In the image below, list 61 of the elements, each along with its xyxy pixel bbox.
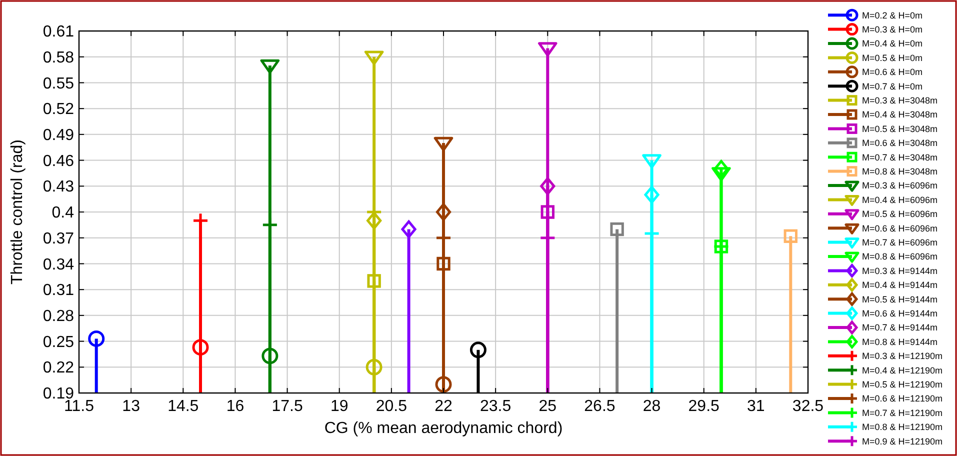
legend-label: M=0.8 & H=6096m (862, 252, 938, 262)
y-tick-label: 0.49 (42, 127, 74, 144)
x-axis-title: CG (% mean aerodynamic chord) (324, 420, 563, 437)
legend-label: M=0.3 & H=12190m (862, 351, 943, 362)
legend-label: M=0.9 & H=12190m (862, 436, 943, 446)
legend-label: M=0.5 & H=12190m (862, 379, 943, 390)
legend-label: M=0.5 & H=0m (862, 52, 923, 63)
legend-label: M=0.5 & H=9144m (862, 294, 938, 304)
legend-label: M=0.6 & H=9144m (862, 308, 938, 318)
legend-label: M=0.3 & H=0m (862, 24, 923, 34)
x-tick-label: 22 (434, 398, 452, 415)
y-tick-label: 0.37 (42, 230, 74, 248)
x-tick-label: 13 (122, 398, 140, 415)
y-axis-title: Throttle control (rad) (9, 140, 26, 284)
x-tick-label: 16 (226, 398, 244, 415)
y-tick-label: 0.34 (42, 256, 74, 274)
y-tick-label: 0.52 (42, 101, 74, 118)
y-tick-label: 0.46 (42, 152, 74, 170)
legend-label: M=0.3 & H=9144m (862, 266, 938, 276)
x-tick-label: 25 (538, 398, 557, 415)
y-tick-label: 0.61 (42, 24, 74, 41)
x-tick-label: 20.5 (376, 398, 408, 415)
x-tick-label: 32.5 (792, 398, 824, 415)
legend-label: M=0.4 & H=0m (862, 38, 923, 49)
legend-label: M=0.4 & H=3048m (862, 110, 938, 120)
legend-label: M=0.6 & H=0m (862, 67, 923, 78)
legend-label: M=0.3 & H=3048m (862, 95, 938, 106)
y-tick-label: 0.55 (42, 75, 74, 92)
y-tick-label: 0.28 (42, 308, 74, 326)
legend-label: M=0.3 & H=6096m (862, 180, 938, 191)
x-tick-label: 17.5 (272, 398, 303, 415)
y-tick-label: 0.58 (42, 49, 74, 66)
legend-label: M=0.8 & H=12190m (862, 422, 943, 432)
y-tick-label: 0.43 (42, 178, 74, 196)
x-tick-label: 29.5 (688, 398, 720, 415)
y-tick-label: 0.31 (42, 282, 74, 300)
y-tick-label: 0.22 (42, 360, 74, 377)
legend-label: M=0.6 & H=3048m (862, 138, 938, 148)
legend-label: M=0.7 & H=0m (862, 81, 923, 92)
legend-label: M=0.5 & H=6096m (862, 209, 938, 220)
legend-label: M=0.7 & H=6096m (862, 237, 938, 248)
x-tick-label: 19 (330, 398, 348, 415)
x-tick-label: 26.5 (584, 398, 616, 415)
legend-label: M=0.4 & H=9144m (862, 280, 938, 290)
x-tick-label: 31 (747, 398, 765, 415)
legend-label: M=0.8 & H=9144m (862, 336, 938, 347)
legend-label: M=0.6 & H=6096m (862, 223, 938, 234)
legend-label: M=0.6 & H=12190m (862, 394, 943, 404)
x-tick-label: 14.5 (168, 398, 199, 415)
y-tick-label: 0.4 (52, 204, 74, 222)
legend-label: M=0.2 & H=0m (862, 10, 923, 20)
legend-label: M=0.4 & H=12190m (862, 365, 943, 376)
legend-label: M=0.7 & H=9144m (862, 322, 938, 333)
legend-label: M=0.4 & H=6096m (862, 194, 938, 205)
legend-label: M=0.8 & H=3048m (862, 166, 938, 176)
y-tick-label: 0.25 (42, 334, 74, 351)
legend-label: M=0.7 & H=12190m (862, 408, 943, 418)
x-tick-label: 28 (642, 398, 661, 415)
legend-label: M=0.7 & H=3048m (862, 152, 938, 162)
legend-label: M=0.5 & H=3048m (862, 124, 938, 134)
x-tick-label: 23.5 (480, 398, 512, 415)
